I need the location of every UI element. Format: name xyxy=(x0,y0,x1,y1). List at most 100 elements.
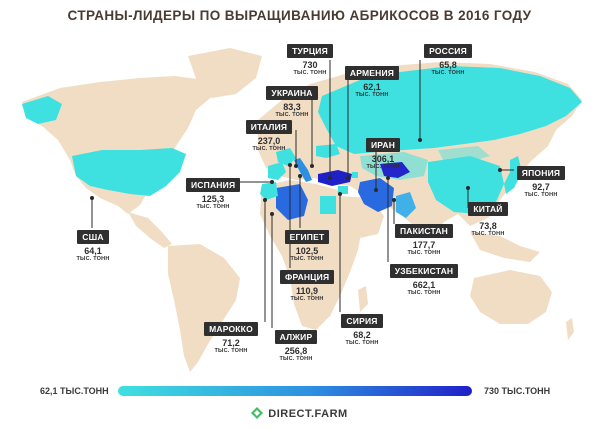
country-value: 110,9 xyxy=(295,286,319,296)
country-value: 177,7 xyxy=(412,240,436,250)
label-iran: ИРАН 306,1 ТЫС. ТОНН xyxy=(360,136,406,171)
label-usa: США 64,1 ТЫС. ТОНН xyxy=(70,228,116,263)
land-central-america xyxy=(128,212,172,248)
country-name: США xyxy=(77,230,109,244)
country-value: 306,1 xyxy=(371,154,395,164)
page-title: СТРАНЫ-ЛИДЕРЫ ПО ВЫРАЩИВАНИЮ АБРИКОСОВ В… xyxy=(67,8,532,23)
country-value: 73,8 xyxy=(479,221,497,231)
country-unit: ТЫС. ТОНН xyxy=(290,296,324,302)
country-unit: ТЫС. ТОНН xyxy=(275,112,309,118)
region-egypt xyxy=(320,196,336,214)
label-ukraine: УКРАИНА 83,3 ТЫС. ТОНН xyxy=(263,84,321,119)
label-egypt: ЕГИПЕТ 102,5 ТЫС. ТОНН xyxy=(282,228,332,263)
region-spain xyxy=(268,162,286,180)
country-value: 71,2 xyxy=(222,338,240,348)
region-italy xyxy=(294,158,312,182)
country-name: ЕГИПЕТ xyxy=(284,230,330,244)
country-name: АРМЕНИЯ xyxy=(344,66,400,80)
country-unit: ТЫС. ТОНН xyxy=(76,256,110,262)
brand-footer: DIRECT.FARM xyxy=(0,407,599,422)
country-name: ЯПОНИЯ xyxy=(516,166,566,180)
country-value: 662,1 xyxy=(412,280,436,290)
country-name: КИТАЙ xyxy=(468,202,508,216)
label-algeria: АЛЖИР 256,8 ТЫС. ТОНН xyxy=(272,328,320,363)
country-name: ИРАН xyxy=(365,138,401,152)
label-spain: ИСПАНИЯ 125,3 ТЫС. ТОНН xyxy=(186,176,241,211)
label-russia: РОССИЯ 65,8 ТЫС. ТОНН xyxy=(420,42,476,77)
country-unit: ТЫС. ТОНН xyxy=(345,340,379,346)
label-china: КИТАЙ 73,8 ТЫС. ТОНН xyxy=(462,200,514,238)
country-name: МАРОККО xyxy=(204,322,258,336)
region-morocco xyxy=(260,182,278,200)
region-japan xyxy=(504,156,522,194)
country-unit: ТЫС. ТОНН xyxy=(431,70,465,76)
country-unit: ТЫС. ТОНН xyxy=(293,70,327,76)
country-value: 62,1 xyxy=(363,82,381,92)
country-name: СИРИЯ xyxy=(341,314,383,328)
country-unit: ТЫС. ТОНН xyxy=(290,256,324,262)
country-value: 92,7 xyxy=(532,182,550,192)
region-pakistan xyxy=(396,192,416,218)
legend-min-label: 62,1 ТЫС.ТОНН xyxy=(40,386,109,396)
legend-gradient-bar xyxy=(118,386,472,396)
country-value: 102,5 xyxy=(295,246,319,256)
brand-name: DIRECT.FARM xyxy=(268,408,348,420)
country-unit: ТЫС. ТОНН xyxy=(407,290,441,296)
country-name: ТУРЦИЯ xyxy=(287,44,333,58)
region-turkey xyxy=(318,170,352,186)
country-unit: ТЫС. ТОНН xyxy=(279,356,313,362)
pins xyxy=(90,60,514,328)
country-name: УКРАИНА xyxy=(266,86,318,100)
country-name: УЗБЕКИСТАН xyxy=(389,264,459,278)
country-unit: ТЫС. ТОНН xyxy=(366,164,400,170)
brand-logo-icon xyxy=(251,407,264,422)
label-morocco: МАРОККО 71,2 ТЫС. ТОНН xyxy=(203,320,259,355)
country-name: АЛЖИР xyxy=(274,330,318,344)
region-france xyxy=(276,148,296,166)
country-value: 237,0 xyxy=(257,136,281,146)
country-value: 68,2 xyxy=(353,330,371,340)
country-unit: ТЫС. ТОНН xyxy=(407,250,441,256)
label-syria: СИРИЯ 68,2 ТЫС. ТОНН xyxy=(338,312,386,347)
country-unit: ТЫС. ТОНН xyxy=(196,204,230,210)
land-greenland xyxy=(188,48,262,98)
land-masses xyxy=(22,48,582,372)
label-armenia: АРМЕНИЯ 62,1 ТЫС. ТОНН xyxy=(342,64,402,99)
country-unit: ТЫС. ТОНН xyxy=(471,231,505,237)
region-russia xyxy=(318,66,582,154)
region-syria xyxy=(338,186,348,194)
country-name: ПАКИСТАН xyxy=(394,224,453,238)
country-unit: ТЫС. ТОНН xyxy=(252,146,286,152)
country-name: РОССИЯ xyxy=(424,44,472,58)
region-alaska xyxy=(22,96,62,124)
region-armenia xyxy=(352,172,358,178)
region-iran xyxy=(358,178,394,212)
land-australia xyxy=(470,270,552,324)
land-se-asia xyxy=(470,232,540,262)
label-france: ФРАНЦИЯ 110,9 ТЫС. ТОНН xyxy=(280,268,335,303)
region-ukraine xyxy=(316,144,340,158)
country-name: ИСПАНИЯ xyxy=(186,178,241,192)
label-italy: ИТАЛИЯ 237,0 ТЫС. ТОНН xyxy=(241,118,297,153)
country-unit: ТЫС. ТОНН xyxy=(524,192,558,198)
country-name: ИТАЛИЯ xyxy=(245,120,293,134)
country-value: 83,3 xyxy=(283,102,301,112)
country-unit: ТЫС. ТОНН xyxy=(214,348,248,354)
region-usa xyxy=(72,148,186,196)
legend-max-label: 730 ТЫС.ТОНН xyxy=(484,386,551,396)
land-madagascar xyxy=(358,286,368,312)
label-turkey: ТУРЦИЯ 730 ТЫС. ТОНН xyxy=(283,42,337,77)
country-value: 65,8 xyxy=(439,60,457,70)
country-name: ФРАНЦИЯ xyxy=(280,270,335,284)
country-unit: ТЫС. ТОНН xyxy=(355,92,389,98)
country-value: 125,3 xyxy=(201,194,225,204)
land-north-america xyxy=(22,76,215,214)
land-new-zealand xyxy=(566,318,574,340)
country-value: 730 xyxy=(302,60,318,70)
country-value: 64,1 xyxy=(84,246,102,256)
region-uzbekistan xyxy=(380,162,410,178)
region-mongolia xyxy=(438,146,490,162)
label-pakistan: ПАКИСТАН 177,7 ТЫС. ТОНН xyxy=(392,222,456,257)
label-uzbekistan: УЗБЕКИСТАН 662,1 ТЫС. ТОНН xyxy=(388,262,460,297)
